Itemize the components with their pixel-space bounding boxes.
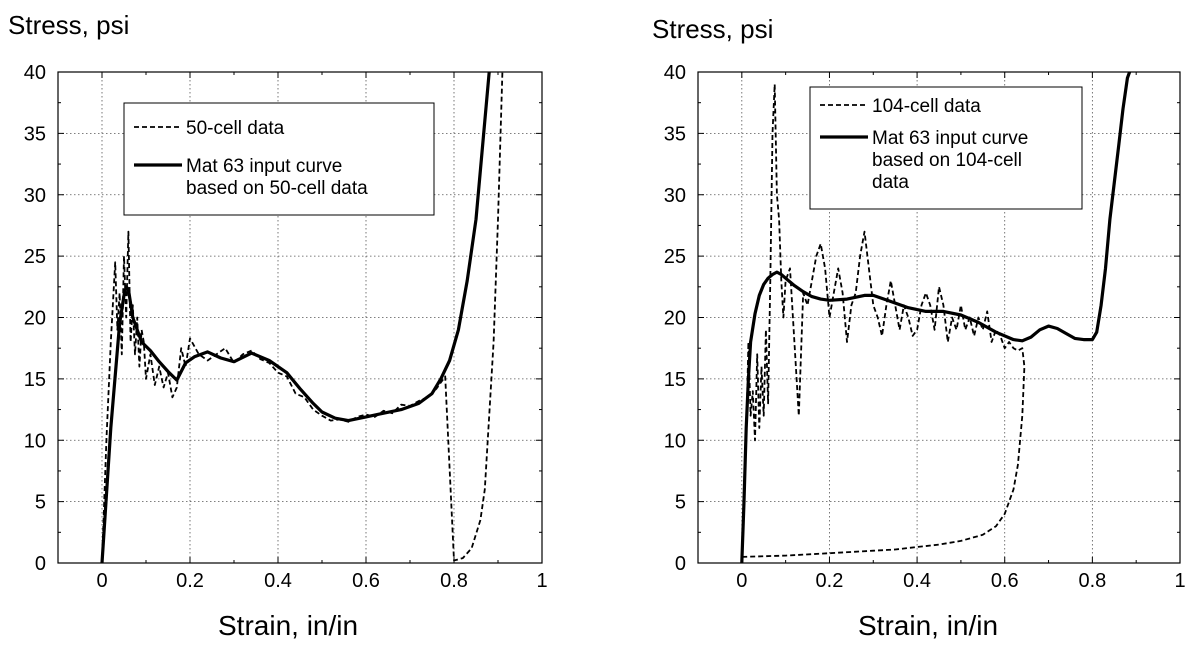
x-tick-label: 0.8 <box>1078 570 1106 592</box>
y-axis-title: Stress, psi <box>8 10 130 40</box>
y-tick-label: 0 <box>675 553 686 575</box>
legend-label: 50-cell data <box>186 118 285 139</box>
y-axis-title: Stress, psi <box>652 14 774 44</box>
legend-label: Mat 63 input curve <box>186 156 342 177</box>
legend-label: based on 104-cell <box>872 150 1022 171</box>
x-tick-label: 0 <box>736 570 747 592</box>
y-tick-label: 30 <box>24 185 46 207</box>
x-tick-label: 0.2 <box>816 570 844 592</box>
y-tick-label: 25 <box>24 246 46 268</box>
tick-marks <box>58 71 543 564</box>
legend-label: 104-cell data <box>872 96 981 117</box>
plot-frame <box>57 71 543 564</box>
y-tick-label: 0 <box>35 553 46 575</box>
x-tick-label: 0 <box>96 570 107 592</box>
y-tick-label: 5 <box>35 492 46 514</box>
y-tick-label: 30 <box>664 185 686 207</box>
legend-label: Mat 63 input curve <box>872 128 1028 149</box>
plot-frame <box>697 71 1181 564</box>
x-tick-label: 0.4 <box>264 570 292 592</box>
series-line-dashed <box>740 83 1026 558</box>
chart-left: Stress, psi 0 0.2 0.4 0.6 0.8 1 0 5 10 15 20 25 30 35… <box>0 0 560 647</box>
series-line-solid <box>740 72 1132 563</box>
series-group <box>740 72 1132 563</box>
y-tick-label: 5 <box>675 492 686 514</box>
legend-label: data <box>872 172 909 193</box>
y-tick-label: 40 <box>24 62 46 84</box>
x-tick-label: 0.2 <box>176 570 204 592</box>
y-tick-label: 10 <box>24 430 46 452</box>
y-tick-label: 25 <box>664 246 686 268</box>
x-tick-label: 1 <box>1174 570 1185 592</box>
series-line-solid <box>100 72 491 563</box>
y-tick-label: 20 <box>664 308 686 330</box>
y-tick-label: 10 <box>664 430 686 452</box>
x-tick-label: 1 <box>536 570 547 592</box>
x-tick-label: 0.6 <box>352 570 380 592</box>
legend-label: based on 50-cell data <box>186 178 368 199</box>
chart-right: Stress, psi 0 0.2 0.4 0.6 0.8 1 0 5 10 15 20 25 30 35… <box>640 0 1187 647</box>
x-tick-label: 0.4 <box>903 570 931 592</box>
legend-box <box>809 86 1083 210</box>
y-tick-label: 35 <box>24 123 46 145</box>
y-tick-label: 20 <box>24 308 46 330</box>
y-tick-label: 15 <box>24 369 46 391</box>
x-axis-title: Strain, in/in <box>218 610 359 641</box>
x-axis-title: Strain, in/in <box>858 610 999 641</box>
y-tick-label: 35 <box>664 123 686 145</box>
y-tick-label: 15 <box>664 369 686 391</box>
series-group <box>100 72 504 563</box>
y-tick-label: 40 <box>664 62 686 84</box>
x-tick-label: 0.6 <box>991 570 1019 592</box>
legend-box <box>123 102 435 216</box>
x-tick-label: 0.8 <box>440 570 468 592</box>
